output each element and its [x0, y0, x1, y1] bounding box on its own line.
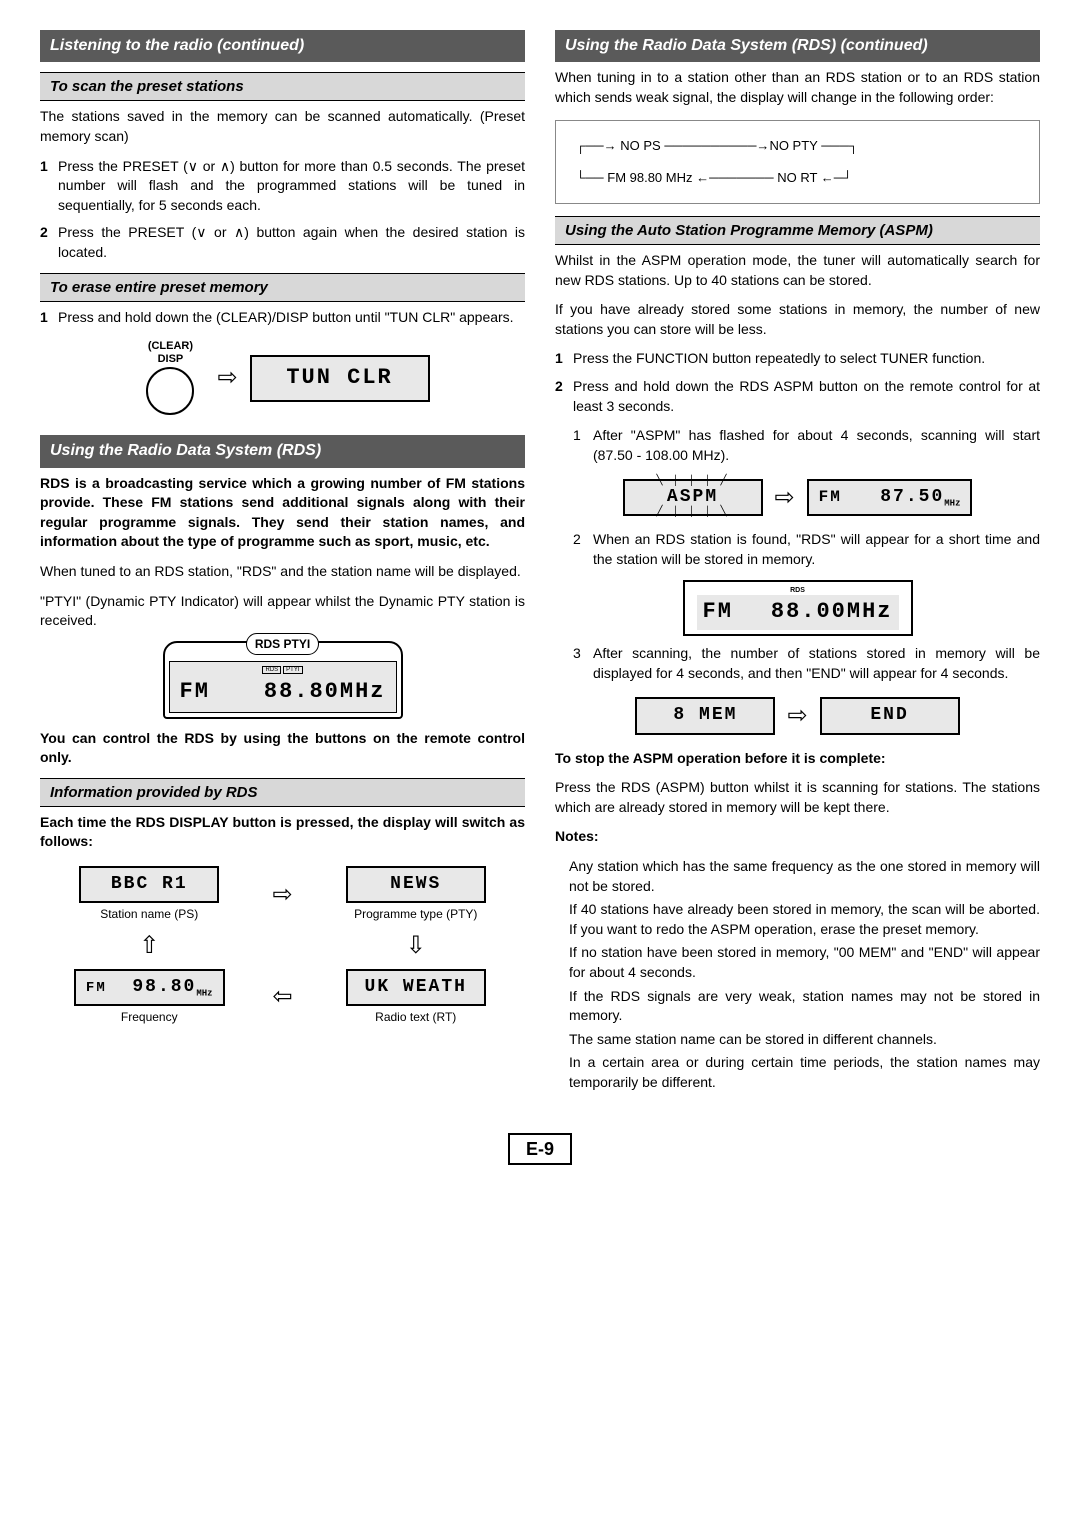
lcd-freq: FM 98.80MHz	[74, 969, 225, 1006]
header-listening: Listening to the radio (continued)	[40, 30, 525, 62]
arrow-right-icon	[775, 481, 795, 515]
lcd-aspm: ╲ │ │ │ ╱ ASPM ╱ │ │ │ ╲	[623, 479, 763, 516]
subheader-erase: To erase entire preset memory	[40, 273, 525, 302]
rds-intro: RDS is a broadcasting service which a gr…	[40, 474, 525, 552]
aspm-p2: If you have already stored some stations…	[555, 300, 1040, 339]
arrow-right-icon	[217, 361, 237, 395]
mem-end-diagram: 8 MEM END	[555, 697, 1040, 734]
lcd-rds-found: RDS FM 88.00MHz	[683, 580, 913, 637]
lcd-end: END	[820, 697, 960, 734]
clear-diagram: (CLEAR) DISP TUN CLR	[40, 341, 525, 415]
notes-list: Any station which has the same frequency…	[555, 857, 1040, 1093]
no-signal-diagram: ┌──→ NO PS ──────────→NO PTY ───┐ └── FM…	[555, 120, 1040, 204]
header-rds-cont: Using the Radio Data System (RDS) (conti…	[555, 30, 1040, 62]
aspm-substeps: 1After "ASPM" has flashed for about 4 se…	[555, 426, 1040, 465]
stop-body: Press the RDS (ASPM) button whilst it is…	[555, 778, 1040, 817]
scan-intro: The stations saved in the memory can be …	[40, 107, 525, 146]
lcd-ps: BBC R1	[79, 866, 219, 903]
rds-p2: "PTYI" (Dynamic PTY Indicator) will appe…	[40, 592, 525, 631]
page-number: E-9	[40, 1137, 1040, 1162]
scan-steps: 1Press the PRESET (∨ or ∧) button for mo…	[40, 157, 525, 263]
lcd-fm8750: FM 87.50MHz	[807, 479, 973, 516]
notes-title: Notes:	[555, 827, 1040, 847]
rds-remote: You can control the RDS by using the but…	[40, 729, 525, 768]
arrow-left-icon	[272, 980, 292, 1014]
aspm-scan-diagram: ╲ │ │ │ ╱ ASPM ╱ │ │ │ ╲ FM 87.50MHz	[555, 479, 1040, 516]
lcd-tunclr: TUN CLR	[250, 355, 430, 402]
arrow-up-icon	[139, 929, 159, 963]
lcd-pty: NEWS	[346, 866, 486, 903]
rds-flow-diagram: BBC R1 Station name (PS) NEWS Programme …	[40, 866, 525, 1038]
subheader-info: Information provided by RDS	[40, 778, 525, 807]
arrow-down-icon	[406, 929, 426, 963]
rds-cont-p1: When tuning in to a station other than a…	[555, 68, 1040, 107]
aspm-steps: 1Press the FUNCTION button repeatedly to…	[555, 349, 1040, 416]
rds-display-diagram: RDS PTYI RDSPTYI FM 88.80MHz	[163, 641, 403, 719]
arrow-right-icon	[272, 878, 292, 912]
header-rds: Using the Radio Data System (RDS)	[40, 435, 525, 467]
lcd-rt: UK WEATH	[346, 969, 486, 1006]
subheader-scan: To scan the preset stations	[40, 72, 525, 101]
lcd-mem: 8 MEM	[635, 697, 775, 734]
clear-button-icon: (CLEAR) DISP	[135, 341, 205, 415]
aspm-p1: Whilst in the ASPM operation mode, the t…	[555, 251, 1040, 290]
left-column: Listening to the radio (continued) To sc…	[40, 30, 525, 1097]
info-intro: Each time the RDS DISPLAY button is pres…	[40, 813, 525, 852]
rds-p1: When tuned to an RDS station, "RDS" and …	[40, 562, 525, 582]
subheader-aspm: Using the Auto Station Programme Memory …	[555, 216, 1040, 245]
stop-title: To stop the ASPM operation before it is …	[555, 749, 1040, 769]
arrow-right-icon	[787, 699, 807, 733]
right-column: Using the Radio Data System (RDS) (conti…	[555, 30, 1040, 1097]
erase-steps: 1Press and hold down the (CLEAR)/DISP bu…	[40, 308, 525, 328]
